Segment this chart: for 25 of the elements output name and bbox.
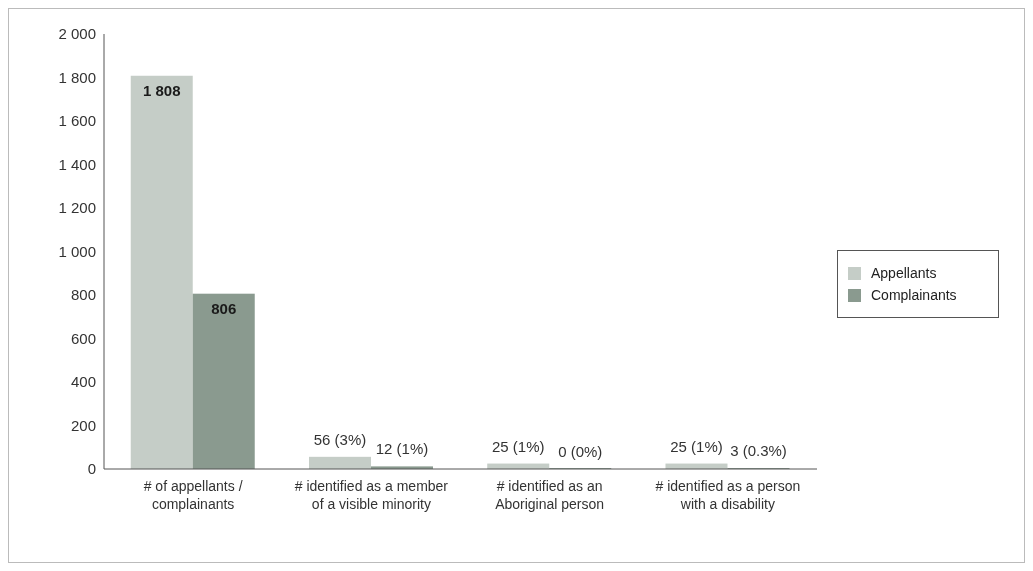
data-label: 25 (1%) <box>670 437 723 455</box>
data-label: 806 <box>211 299 237 317</box>
data-label: 0 (0%) <box>558 443 603 460</box>
y-tick-label: 2 000 <box>58 25 96 43</box>
x-tick-label: # of appellants / complainants <box>143 478 243 512</box>
y-tick-label: 0 <box>87 460 96 478</box>
y-tick-label: 1 000 <box>58 242 96 260</box>
legend-label: Complainants <box>870 287 958 303</box>
y-tick-label: 1 400 <box>58 155 96 173</box>
y-tick-label: 1 600 <box>58 112 96 130</box>
y-tick-label: 800 <box>70 286 96 304</box>
data-label: 56 (3%) <box>313 430 367 448</box>
x-tick-label: # identified as a member of a visible minority <box>294 478 449 512</box>
legend-label: Appellants <box>870 265 938 281</box>
data-label: 3 (0.3%) <box>730 442 787 460</box>
y-tick-label: 200 <box>70 416 96 434</box>
data-label: 25 (1%) <box>491 437 545 455</box>
x-tick-label: # identified as a person with a disability <box>655 478 801 512</box>
y-tick-label: 1 200 <box>58 199 96 217</box>
x-tick-label: # identified as an Aboriginal person <box>495 478 605 512</box>
y-tick-label: 600 <box>70 329 96 347</box>
y-tick-label: 1 800 <box>58 68 96 86</box>
data-label: 12 (1%) <box>375 440 429 458</box>
y-tick-label: 400 <box>70 373 96 391</box>
data-label: 1 808 <box>142 81 181 99</box>
